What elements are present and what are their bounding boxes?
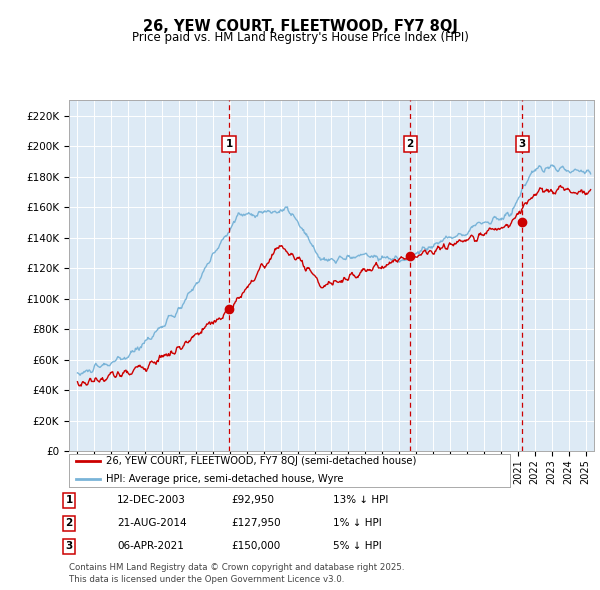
Text: 2: 2 <box>406 139 414 149</box>
Text: £127,950: £127,950 <box>231 519 281 528</box>
Text: £92,950: £92,950 <box>231 496 274 505</box>
Text: 1% ↓ HPI: 1% ↓ HPI <box>333 519 382 528</box>
Text: £150,000: £150,000 <box>231 542 280 551</box>
Text: 3: 3 <box>65 542 73 551</box>
Text: 1: 1 <box>65 496 73 505</box>
Text: 26, YEW COURT, FLEETWOOD, FY7 8QJ: 26, YEW COURT, FLEETWOOD, FY7 8QJ <box>143 19 457 34</box>
Text: 06-APR-2021: 06-APR-2021 <box>117 542 184 551</box>
Text: 21-AUG-2014: 21-AUG-2014 <box>117 519 187 528</box>
Text: 26, YEW COURT, FLEETWOOD, FY7 8QJ (semi-detached house): 26, YEW COURT, FLEETWOOD, FY7 8QJ (semi-… <box>106 457 417 467</box>
Text: Price paid vs. HM Land Registry's House Price Index (HPI): Price paid vs. HM Land Registry's House … <box>131 31 469 44</box>
Text: 13% ↓ HPI: 13% ↓ HPI <box>333 496 388 505</box>
Text: 3: 3 <box>519 139 526 149</box>
Text: 2: 2 <box>65 519 73 528</box>
Text: 12-DEC-2003: 12-DEC-2003 <box>117 496 186 505</box>
Text: Contains HM Land Registry data © Crown copyright and database right 2025.
This d: Contains HM Land Registry data © Crown c… <box>69 563 404 584</box>
Text: 1: 1 <box>226 139 233 149</box>
Text: 5% ↓ HPI: 5% ↓ HPI <box>333 542 382 551</box>
Text: HPI: Average price, semi-detached house, Wyre: HPI: Average price, semi-detached house,… <box>106 474 344 484</box>
